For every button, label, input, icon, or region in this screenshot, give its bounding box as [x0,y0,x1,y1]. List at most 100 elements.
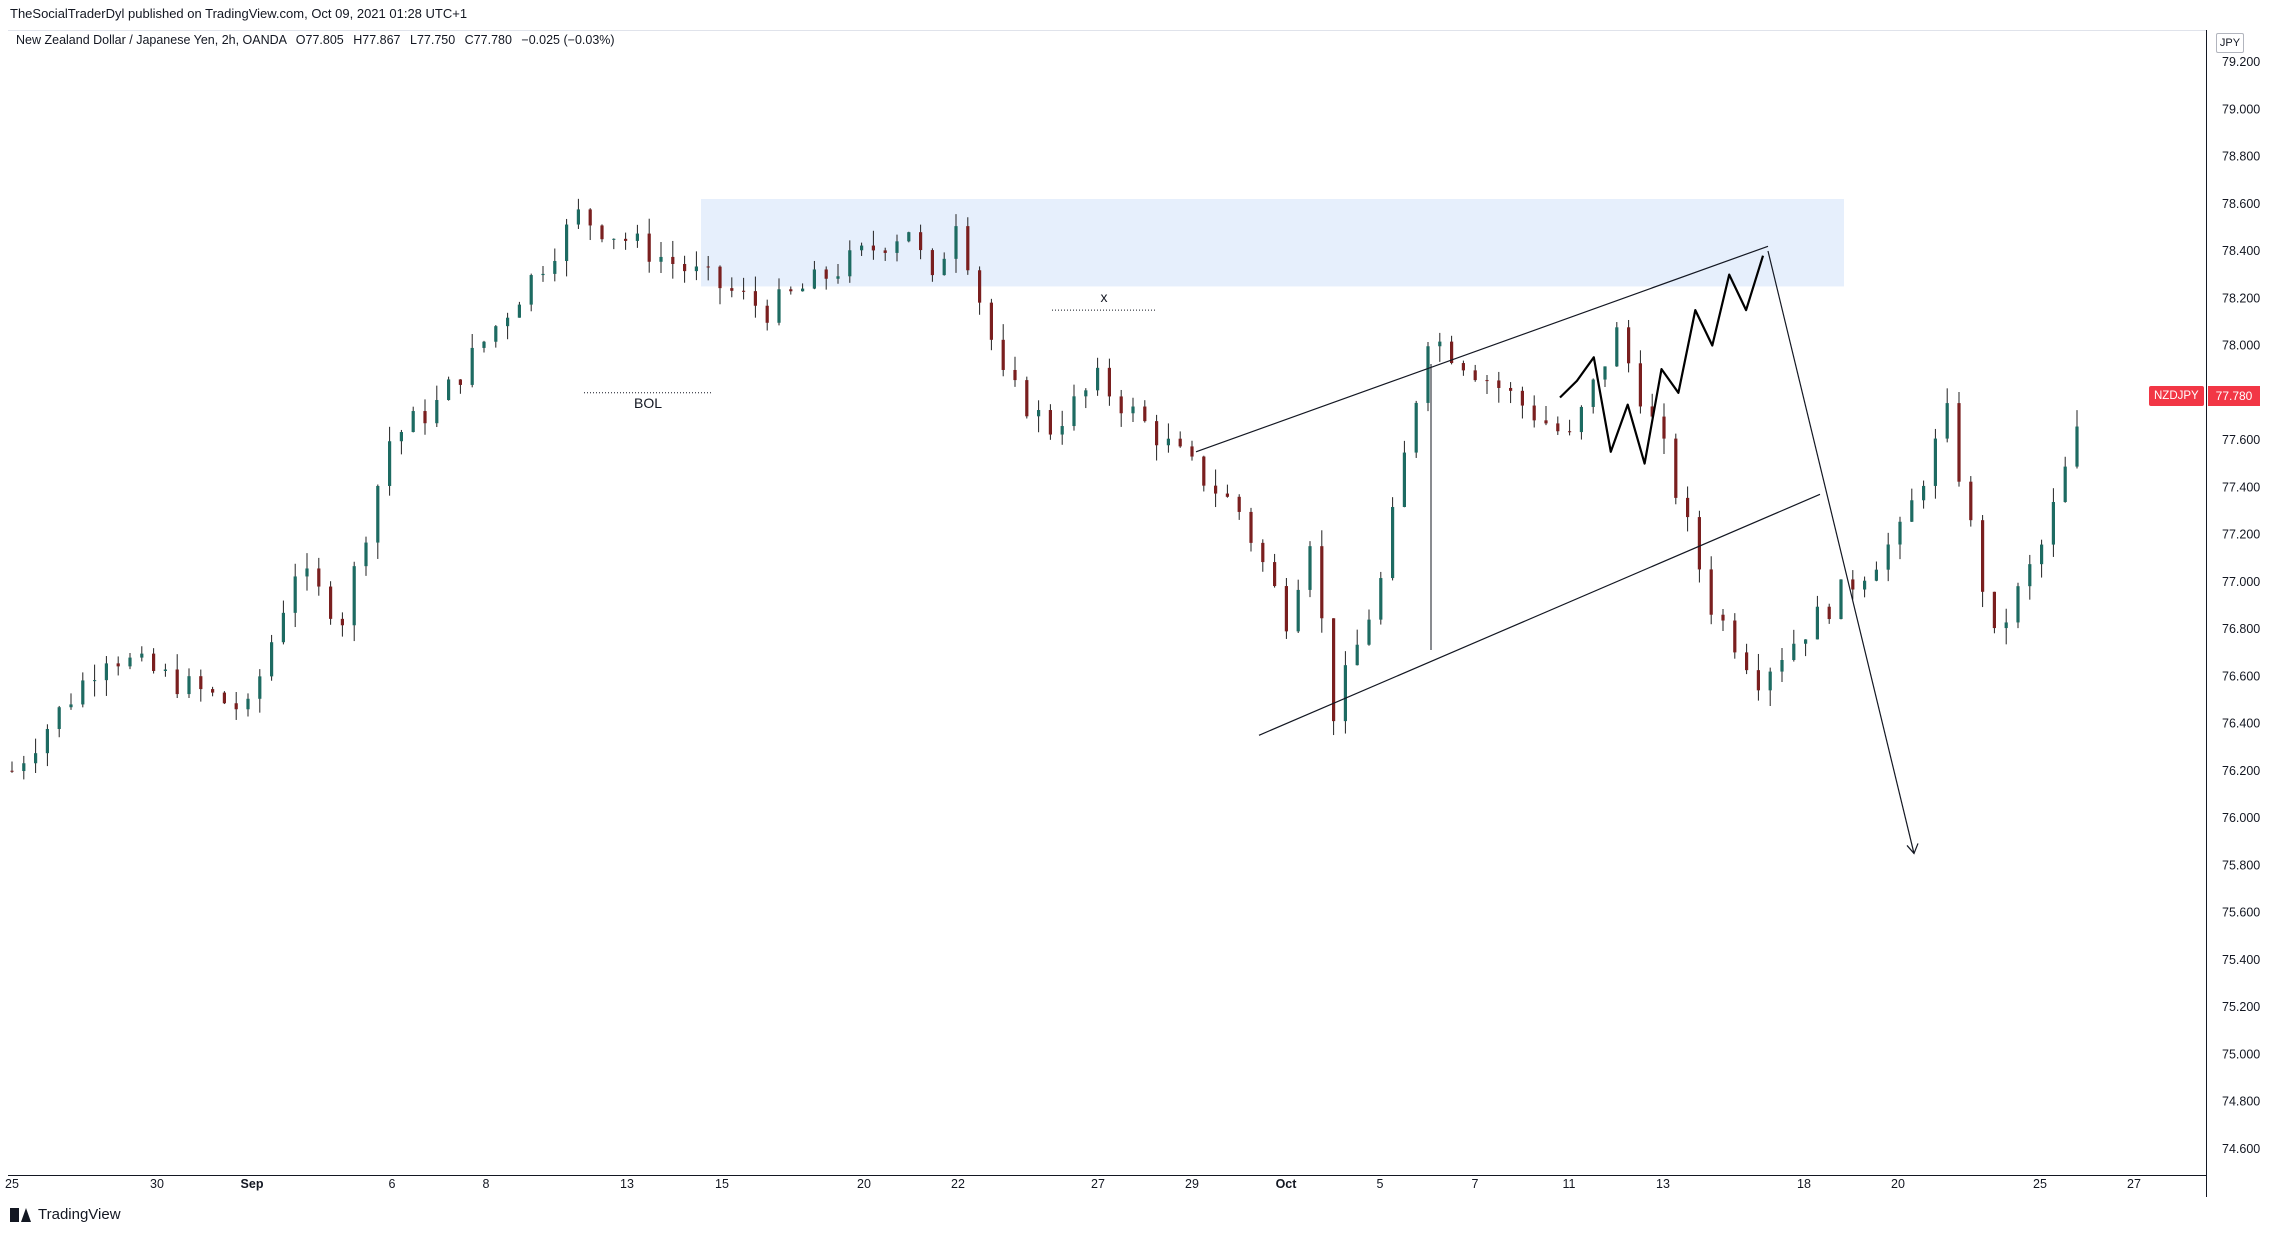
candle-body [824,269,828,279]
price-tick-label: 75.600 [2222,906,2260,920]
candle-body [529,275,533,305]
candle-body [706,266,710,268]
candle-body [624,238,628,241]
candle-body [588,209,592,226]
price-tick-label: 77.200 [2222,528,2260,542]
candle-body [812,269,816,289]
candle-body [565,224,569,261]
time-tick-label: 29 [1185,1177,1199,1191]
price-tick-label: 74.600 [2222,1142,2260,1156]
candle-body [1214,485,1218,494]
candle-body [1969,481,1973,521]
candle-body [1143,406,1147,422]
candle-body [340,618,344,626]
price-tick-label: 76.200 [2222,764,2260,778]
candle-body [281,612,285,643]
candle-body [1249,511,1253,543]
candle-body [270,642,274,677]
candle-body [1615,327,1619,367]
supply-zone-layer [701,199,1844,287]
candle-body [1225,493,1229,497]
currency-button[interactable]: JPY [2216,33,2244,53]
candle-body [411,411,415,433]
candle-body [1544,420,1548,424]
candle-body [1048,410,1052,435]
candle-body [1898,521,1902,545]
candle-body [1273,562,1277,587]
candle-body [718,266,722,289]
price-tick-label: 78.800 [2222,150,2260,164]
candle-body [69,704,73,708]
candle-body [1001,339,1005,370]
candle-body [317,568,321,587]
candle-body [1013,369,1017,381]
candle-body [683,263,687,272]
candle-body [836,276,840,279]
candle-body [541,273,545,276]
candle-body [1591,379,1595,407]
candle-body [1662,416,1666,439]
candle-body [1166,438,1170,446]
candle-body [1391,507,1395,579]
time-tick-label: 20 [857,1177,871,1191]
candle-body [1815,606,1819,640]
legend-change: −0.025 (−0.03%) [521,33,615,47]
candle-body [1131,406,1135,414]
time-tick-label: 30 [150,1177,164,1191]
candle-body [1933,438,1937,486]
candle-body [883,250,887,253]
candle-body [1119,396,1123,414]
candle-body [2051,502,2055,545]
time-tick-label: 13 [620,1177,634,1191]
price-tick-label: 76.600 [2222,669,2260,683]
candle-body [93,680,97,682]
candle-body [234,703,238,710]
candle-body [2063,466,2067,503]
candle-body [1957,403,1961,482]
candle-body [1992,591,1996,629]
legend-close: C77.780 [464,33,512,47]
candle-body [777,289,781,323]
channel-upper-line [1195,245,1769,453]
candle-body [612,238,616,240]
candle-body [246,698,250,710]
candle-body [1532,405,1536,421]
time-tick-label: 20 [1891,1177,1905,1191]
price-tick-label: 75.800 [2222,858,2260,872]
time-tick-label: 25 [2033,1177,2047,1191]
candle-body [2016,586,2020,623]
candle-body [1155,421,1159,446]
price-tick-label: 78.600 [2222,197,2260,211]
candle-body [45,728,49,754]
candle-body [919,232,923,251]
candle-body [1060,426,1064,435]
symbol-legend[interactable]: New Zealand Dollar / Japanese Yen, 2h, O… [16,33,615,47]
candle-body [1367,619,1371,645]
candle-body [293,576,297,613]
candle-body [2028,564,2032,587]
candle-body [329,586,333,619]
candle-body [1072,396,1076,427]
time-axis[interactable]: 25 30 Sep 6 8 13 15 20 22 27 29 Oct 5 7 11 13 18 20 25 27 [5,1177,2141,1191]
candle-body [352,566,356,626]
tradingview-logo[interactable]: TradingView [10,1206,121,1223]
price-axis[interactable]: 79.200 79.000 78.800 78.600 78.400 78.200 78.0… [2222,55,2260,1156]
candle-body [848,250,852,277]
x-marker-label: x [1101,289,1108,305]
candle-body [222,692,226,704]
candle-body [730,288,734,291]
time-tick-label: 22 [951,1177,965,1191]
chart-frame [8,30,2206,1176]
candle-body [907,232,911,242]
candle-body [671,256,675,264]
candle-body [989,302,993,340]
candle-body [860,245,864,251]
candle-body [635,233,639,241]
candle-body [1096,367,1100,391]
candle-body [742,290,746,292]
candle-body [128,657,132,667]
candle-body [966,226,970,271]
candle-body [163,669,167,671]
candle-body [1426,346,1430,403]
